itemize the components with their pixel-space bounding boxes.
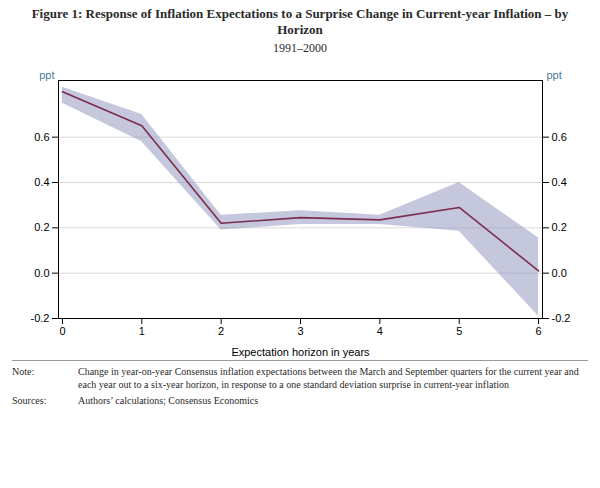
html-text:Figure 1: Response of Inflatio: Figure 1: Response of Inflation Expectat… [31,6,569,37]
svg-text:-0.2: -0.2 [31,312,50,324]
svg-text:Expectation horizon in years: Expectation horizon in years [231,346,370,358]
svg-text:0.4: 0.4 [552,176,567,188]
html-text:Sources:: Sources: [12,395,47,406]
svg-text:0.4: 0.4 [34,176,49,188]
html-text:Authors’ calculations; Consens: Authors’ calculations; Consensus Economi… [78,395,259,406]
svg-text:1: 1 [139,325,145,337]
svg-text:ppt: ppt [39,69,54,81]
html-text:1991–2000: 1991–2000 [273,41,327,55]
svg-text:-0.2: -0.2 [552,312,571,324]
svg-text:0.6: 0.6 [34,131,49,143]
svg-text:6: 6 [535,325,541,337]
svg-text:2: 2 [218,325,224,337]
svg-text:5: 5 [456,325,462,337]
html-text:Note:: Note: [12,366,35,377]
svg-text:0.0: 0.0 [34,267,49,279]
svg-text:ppt: ppt [547,69,562,81]
svg-text:0: 0 [59,325,65,337]
svg-text:0.2: 0.2 [552,221,567,233]
svg-text:0.6: 0.6 [552,131,567,143]
svg-text:0.0: 0.0 [552,267,567,279]
svg-text:3: 3 [297,325,303,337]
html-text:Change in year-on-year Consens: Change in year-on-year Consensus inflati… [78,366,579,390]
svg-text:4: 4 [377,325,383,337]
svg-text:0.2: 0.2 [34,221,49,233]
